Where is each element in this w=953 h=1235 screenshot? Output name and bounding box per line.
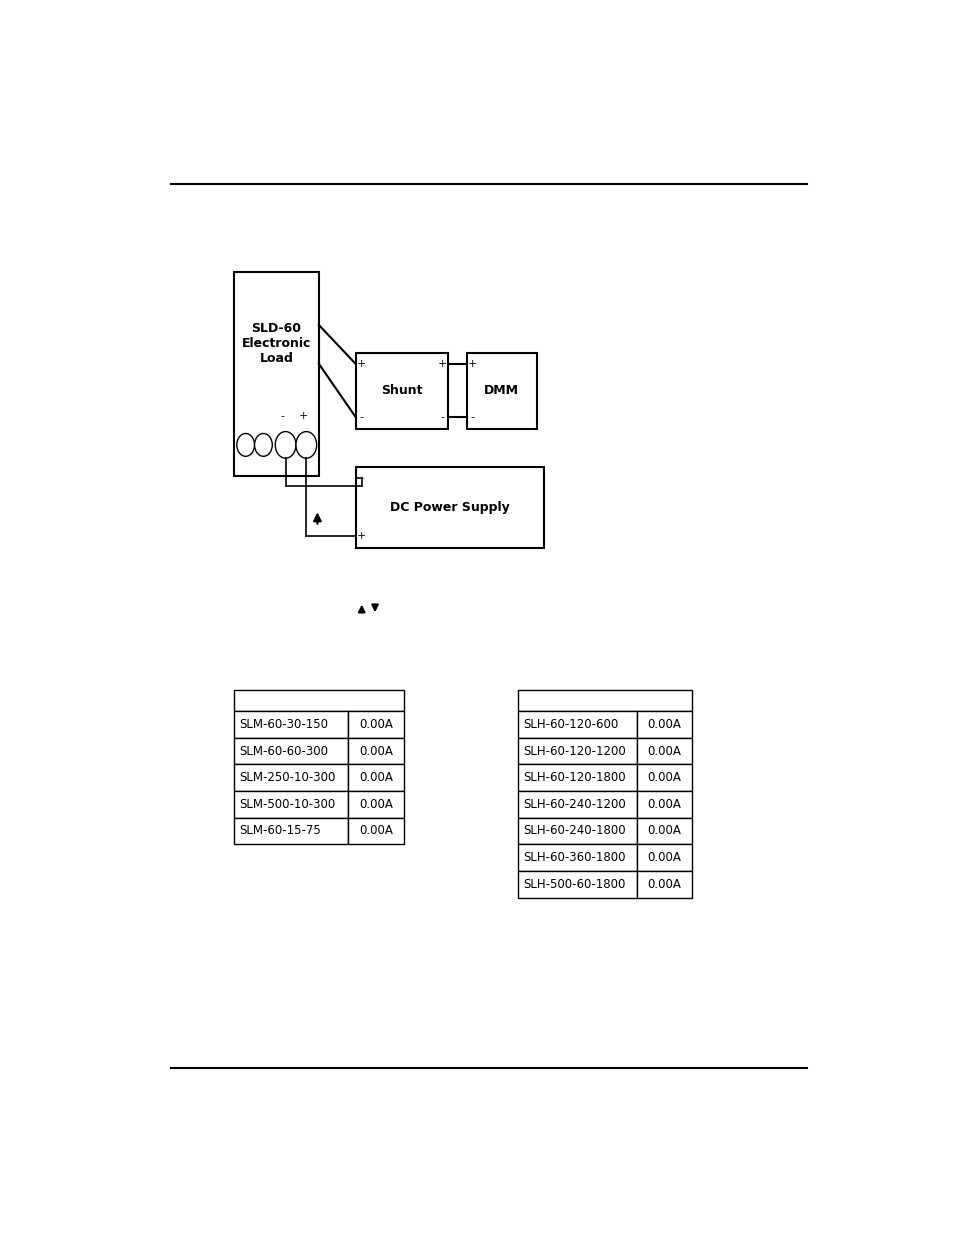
Bar	[518, 737, 637, 764]
Text: 0.00A: 0.00A	[359, 825, 393, 837]
Text: 0.00A: 0.00A	[359, 745, 393, 757]
Text: SLH-60-240-1800: SLH-60-240-1800	[523, 825, 625, 837]
Text: 0.00A: 0.00A	[647, 825, 680, 837]
Text: -: -	[280, 411, 284, 421]
Bar	[637, 845, 692, 871]
Text: SLM-60-60-300: SLM-60-60-300	[239, 745, 328, 757]
Circle shape	[295, 431, 316, 458]
Bar	[233, 764, 348, 792]
Text: 0.00A: 0.00A	[647, 878, 680, 890]
Bar	[637, 711, 692, 737]
Bar	[348, 764, 403, 792]
Text: SLH-60-120-1200: SLH-60-120-1200	[523, 745, 626, 757]
Text: SLH-60-240-1200: SLH-60-240-1200	[523, 798, 626, 811]
Bar	[637, 764, 692, 792]
Bar	[233, 711, 348, 737]
Bar	[233, 737, 348, 764]
Bar	[637, 792, 692, 818]
Circle shape	[275, 431, 295, 458]
Bar	[233, 690, 403, 711]
Text: 0.00A: 0.00A	[359, 718, 393, 731]
Text: SLM-500-10-300: SLM-500-10-300	[239, 798, 335, 811]
Circle shape	[236, 433, 254, 456]
Text: SLH-60-360-1800: SLH-60-360-1800	[523, 851, 625, 864]
Text: SLM-60-30-150: SLM-60-30-150	[239, 718, 328, 731]
Bar	[637, 871, 692, 898]
Text: +: +	[468, 359, 476, 369]
Bar	[355, 467, 544, 547]
Bar	[233, 272, 318, 477]
Bar	[348, 792, 403, 818]
Bar	[466, 353, 537, 429]
Bar	[348, 818, 403, 845]
Bar	[518, 845, 637, 871]
Bar	[233, 818, 348, 845]
Text: -: -	[440, 412, 444, 422]
Text: +: +	[356, 359, 366, 369]
Bar	[348, 737, 403, 764]
Bar	[355, 353, 448, 429]
Text: SLM-250-10-300: SLM-250-10-300	[239, 771, 335, 784]
Bar	[518, 690, 692, 711]
Circle shape	[254, 433, 272, 456]
Bar	[518, 792, 637, 818]
Text: 0.00A: 0.00A	[359, 798, 393, 811]
Text: +: +	[356, 531, 366, 541]
Text: SLH-60-120-600: SLH-60-120-600	[523, 718, 618, 731]
Text: +: +	[298, 411, 308, 421]
Text: SLH-60-120-1800: SLH-60-120-1800	[523, 771, 625, 784]
Text: Shunt: Shunt	[381, 384, 422, 398]
Bar	[348, 711, 403, 737]
Text: 0.00A: 0.00A	[647, 851, 680, 864]
Text: -: -	[359, 412, 363, 422]
Text: SLD-60
Electronic
Load: SLD-60 Electronic Load	[241, 322, 311, 364]
Text: +: +	[437, 359, 447, 369]
Text: SLH-500-60-1800: SLH-500-60-1800	[523, 878, 625, 890]
Text: 0.00A: 0.00A	[647, 718, 680, 731]
Text: SLM-60-15-75: SLM-60-15-75	[239, 825, 320, 837]
Text: DC Power Supply: DC Power Supply	[390, 500, 510, 514]
Text: 0.00A: 0.00A	[359, 771, 393, 784]
Text: -: -	[470, 412, 475, 422]
Bar	[637, 737, 692, 764]
Text: DMM: DMM	[484, 384, 518, 398]
Bar	[233, 792, 348, 818]
Bar	[637, 818, 692, 845]
Bar	[518, 764, 637, 792]
Text: -: -	[359, 473, 363, 483]
Text: 0.00A: 0.00A	[647, 798, 680, 811]
Bar	[518, 711, 637, 737]
Text: 0.00A: 0.00A	[647, 771, 680, 784]
Text: 0.00A: 0.00A	[647, 745, 680, 757]
Bar	[518, 871, 637, 898]
Bar	[518, 818, 637, 845]
